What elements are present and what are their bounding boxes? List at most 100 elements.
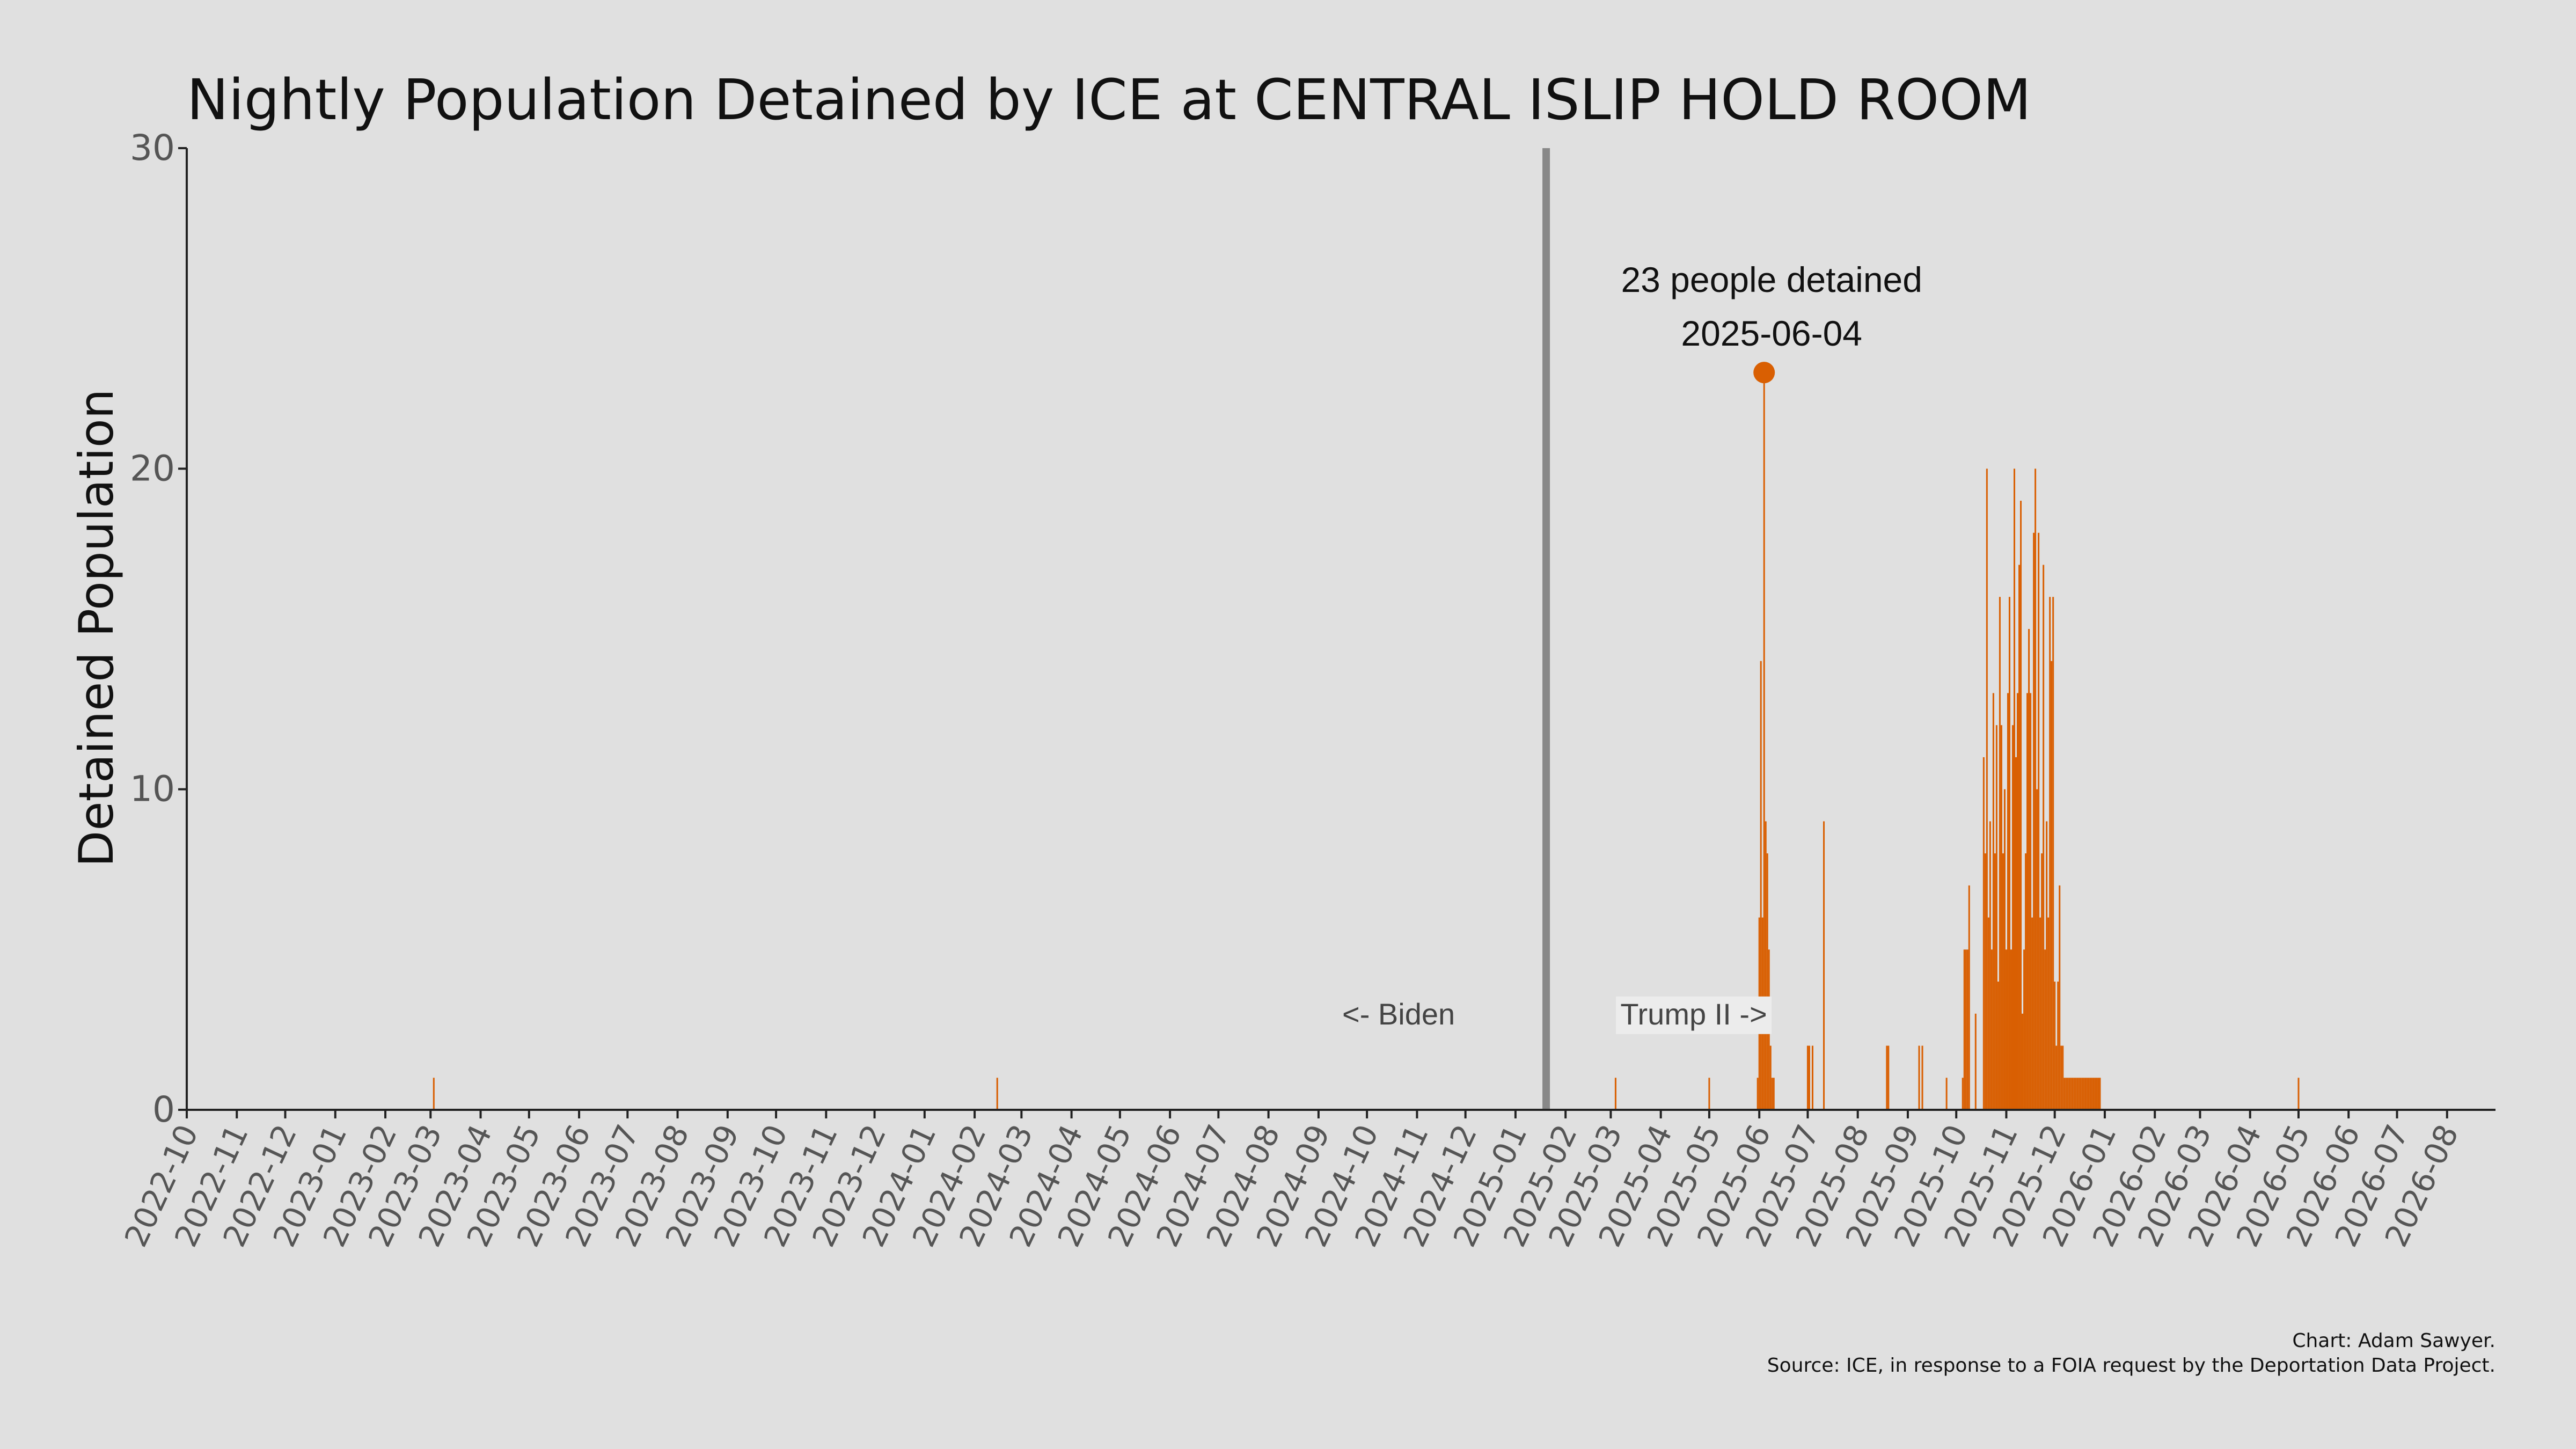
- bar: [1773, 1078, 1775, 1110]
- bar: [2081, 1078, 2083, 1110]
- bar: [2011, 725, 2014, 1110]
- bar: [2017, 693, 2019, 1110]
- y-axis-label: Detained Population: [69, 389, 124, 867]
- bar: [2070, 1078, 2072, 1110]
- bar: [1990, 949, 1993, 1110]
- bar: [1811, 1045, 1813, 1110]
- bar: [2075, 1078, 2077, 1110]
- bar: [1708, 1078, 1710, 1110]
- chart-credit: Chart: Adam Sawyer.: [2292, 1330, 2496, 1352]
- bar: [2039, 917, 2041, 1110]
- bar: [1974, 1013, 1977, 1110]
- bar: [1921, 1045, 1923, 1110]
- bar: [1769, 1045, 1772, 1110]
- bar: [1984, 853, 1986, 1110]
- bar: [1989, 821, 1991, 1110]
- bar: [1962, 1078, 1964, 1110]
- bar: [2026, 693, 2029, 1110]
- bar: [2025, 853, 2027, 1110]
- bar: [2036, 789, 2038, 1110]
- bar: [2049, 597, 2051, 1110]
- chart-title: Nightly Population Detained by ICE at CE…: [187, 67, 2031, 133]
- bar: [2046, 821, 2048, 1110]
- bar: [1766, 853, 1768, 1110]
- bar: [1806, 1045, 1809, 1110]
- bar: [1987, 917, 1989, 1110]
- bar: [1986, 469, 1988, 1110]
- bar: [2010, 949, 2012, 1110]
- bar: [2013, 469, 2016, 1110]
- bar: [1614, 1078, 1616, 1110]
- bar: [2065, 1078, 2067, 1110]
- bar: [1945, 1078, 1948, 1110]
- bar: [2005, 949, 2007, 1110]
- bar: [2057, 982, 2059, 1110]
- bar: [2073, 1078, 2075, 1110]
- bar: [1887, 1045, 1890, 1110]
- bar: [2022, 1013, 2024, 1110]
- bar: [2055, 1045, 2058, 1110]
- bar: [2084, 1078, 2087, 1110]
- bar: [1760, 661, 1762, 1110]
- bar: [2072, 1078, 2074, 1110]
- bar: [2063, 1078, 2066, 1110]
- bar: [1995, 725, 1997, 1110]
- bar: [1968, 885, 1970, 1110]
- bar: [1771, 1078, 1773, 1110]
- bar: [2051, 661, 2053, 1110]
- bar: [2047, 917, 2050, 1110]
- bar: [2041, 853, 2043, 1110]
- bar: [2092, 1078, 2095, 1110]
- bar: [2068, 1078, 2070, 1110]
- bar: [2083, 1078, 2085, 1110]
- bar: [433, 1078, 435, 1110]
- bar: [1997, 982, 1999, 1110]
- bar: [2015, 757, 2017, 1110]
- bar: [996, 1078, 998, 1110]
- y-tick-label: 0: [152, 1089, 175, 1130]
- bar: [2078, 1078, 2080, 1110]
- trump-era-label-background: [1616, 996, 1772, 1034]
- bar: [1765, 821, 1767, 1110]
- bar: [1992, 693, 1994, 1110]
- bar: [2097, 1078, 2099, 1110]
- bar: [2028, 629, 2030, 1110]
- bar: [2086, 1078, 2088, 1110]
- bar: [2297, 1078, 2300, 1110]
- bar: [2076, 1078, 2079, 1110]
- bar: [1918, 1045, 1920, 1110]
- bar: [1963, 949, 1965, 1110]
- bar: [2062, 1045, 2064, 1110]
- bar: [1763, 372, 1765, 1110]
- bar: [2094, 1078, 2096, 1110]
- bar: [2067, 1078, 2069, 1110]
- bar: [1994, 853, 1996, 1110]
- bar: [1886, 1045, 1888, 1110]
- bar: [2035, 469, 2037, 1110]
- bar: [2059, 885, 2061, 1110]
- bar: [2060, 1045, 2062, 1110]
- bar: [2002, 853, 2004, 1110]
- bar: [1965, 949, 1967, 1110]
- biden-era-label: <- Biden: [1342, 997, 1455, 1031]
- bar: [2030, 693, 2032, 1110]
- bar: [2033, 532, 2035, 1110]
- bar: [2052, 597, 2054, 1110]
- bar: [2089, 1078, 2091, 1110]
- peak-marker: [1753, 362, 1775, 384]
- bar: [2088, 1078, 2090, 1110]
- bar: [2096, 1078, 2098, 1110]
- bar: [1757, 1078, 1759, 1110]
- bar: [2020, 501, 2022, 1110]
- y-axis-ticks: 0 10 20 30: [130, 127, 187, 1130]
- bar: [2031, 917, 2033, 1110]
- bars: [433, 372, 2300, 1110]
- bar: [2000, 725, 2002, 1110]
- bar: [1808, 1045, 1810, 1110]
- bar: [1823, 821, 1825, 1110]
- bar: [2080, 1078, 2082, 1110]
- chart-source: Source: ICE, in response to a FOIA reque…: [1767, 1355, 2496, 1377]
- y-tick-label: 30: [130, 127, 175, 169]
